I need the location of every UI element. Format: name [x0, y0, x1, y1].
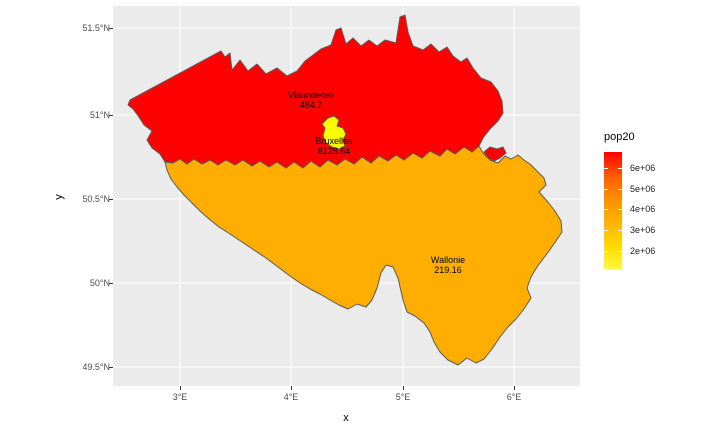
- y-axis-title: y: [53, 194, 65, 200]
- region-value: 8128.64: [317, 146, 351, 156]
- region-name: Wallonie: [430, 255, 466, 265]
- x-axis-label: 5°E: [395, 392, 411, 402]
- y-tick: [109, 115, 113, 116]
- legend-tick-label: 2e+06: [630, 246, 656, 256]
- legend-tick: [604, 168, 608, 169]
- y-tick: [109, 283, 113, 284]
- legend-tick: [618, 251, 622, 252]
- region-name: Bruxelles: [315, 136, 353, 146]
- region-label-vlaanderen: Vlaanderen 484.7: [288, 90, 334, 110]
- region-wallonie: [164, 145, 563, 366]
- x-tick: [403, 386, 404, 390]
- x-axis-label: 6°E: [506, 392, 522, 402]
- legend-tick: [604, 251, 608, 252]
- y-axis-label: 51°N: [89, 110, 110, 120]
- region-vlaanderen: [127, 14, 504, 169]
- region-value: 219.16: [434, 265, 462, 275]
- legend-tick: [604, 189, 608, 190]
- legend-tick: [618, 209, 622, 210]
- belgium-map: [113, 6, 580, 386]
- x-tick: [514, 386, 515, 390]
- region-bruxelles: [321, 115, 347, 150]
- x-axis-title: x: [343, 412, 349, 424]
- y-axis-label: 50°N: [89, 278, 110, 288]
- y-tick: [109, 28, 113, 29]
- x-tick: [291, 386, 292, 390]
- x-axis-label: 3°E: [172, 392, 188, 402]
- region-label-bruxelles: Bruxelles 8128.64: [315, 136, 352, 156]
- region-name: Vlaanderen: [287, 90, 335, 100]
- y-tick: [109, 199, 113, 200]
- legend-tick: [604, 209, 608, 210]
- legend-tick: [604, 230, 608, 231]
- legend-tick: [618, 189, 622, 190]
- y-axis-label: 50.5°N: [82, 194, 110, 204]
- region-value: 484.7: [299, 100, 323, 110]
- legend-tick-label: 6e+06: [630, 163, 656, 173]
- x-tick: [180, 386, 181, 390]
- legend-tick-label: 4e+06: [630, 204, 656, 214]
- legend-tick-label: 3e+06: [630, 225, 656, 235]
- legend-title: pop20: [604, 131, 635, 143]
- y-tick: [109, 367, 113, 368]
- region-voeren-exclave: [483, 146, 507, 162]
- x-axis-label: 4°E: [283, 392, 299, 402]
- y-axis-label: 51.5°N: [82, 23, 110, 33]
- legend-tick-label: 5e+06: [630, 184, 656, 194]
- region-label-wallonie: Wallonie 219.16: [431, 255, 465, 275]
- legend-tick: [618, 230, 622, 231]
- legend-colorbar: [604, 152, 622, 269]
- legend-tick: [618, 168, 622, 169]
- y-axis-label: 49.5°N: [82, 362, 110, 372]
